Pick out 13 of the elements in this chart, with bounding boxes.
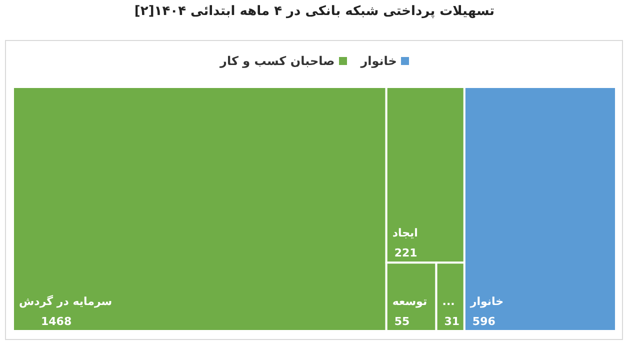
text: تسهیلات پرداختی شبکه بانکی در ۴ ماهه ابتدائی ۱۴۰۴[۲] [133,4,496,19]
data-label: 1468 [41,315,72,328]
category-label: توسعه [392,295,428,308]
category-label: ... [442,295,455,308]
data-label: 55 [394,315,410,328]
category-label: خانوار [469,295,504,308]
data-label: 596 [472,315,496,328]
data-label: 31 [444,315,460,328]
legend-label: صاحبان کسب و کار [220,54,335,68]
category-label: ایجاد [392,226,418,240]
data-label: 221 [394,246,418,260]
legend-label: خانوار [360,54,397,68]
category-label: سرمایه در گردش [19,295,112,308]
